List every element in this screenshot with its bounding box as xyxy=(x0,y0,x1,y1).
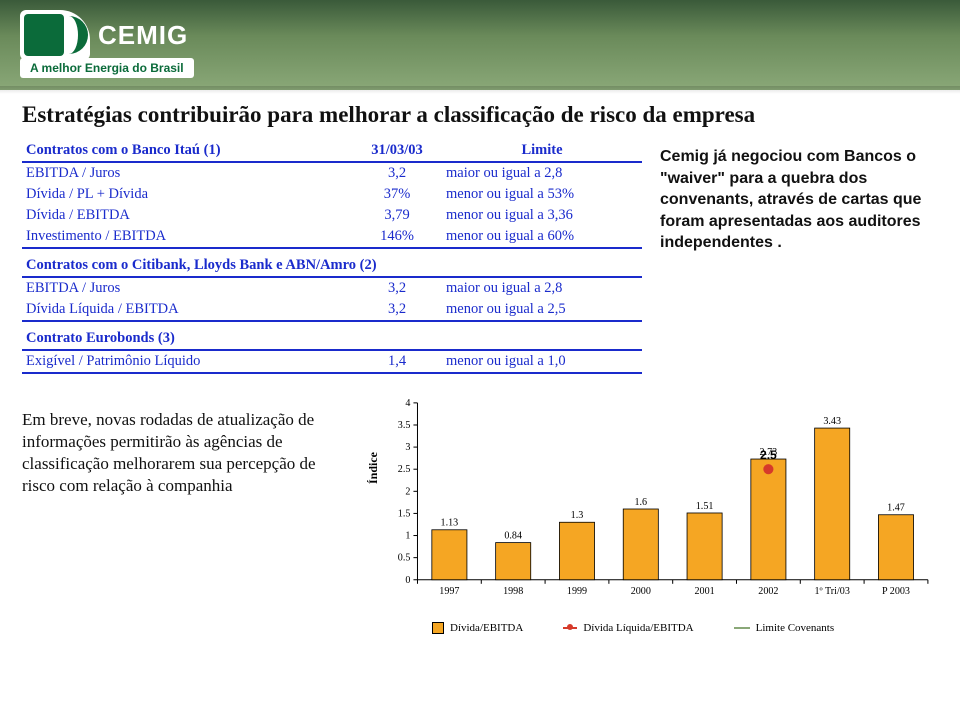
svg-text:1.47: 1.47 xyxy=(887,503,905,514)
legend-line1-label: Dívida Líquida/EBITDA xyxy=(583,622,693,634)
t2-h-name: Contratos com o Citibank, Lloyds Bank e … xyxy=(22,255,642,277)
svg-text:1.6: 1.6 xyxy=(634,497,647,508)
svg-text:1999: 1999 xyxy=(567,586,587,597)
t1-h-name: Contratos com o Banco Itaú (1) xyxy=(22,140,352,162)
bar-swatch-icon xyxy=(432,622,444,634)
cell-cond: menor ou igual a 2,5 xyxy=(442,299,642,321)
svg-text:1997: 1997 xyxy=(439,586,459,597)
svg-text:2.5: 2.5 xyxy=(760,448,777,462)
cell-cond: menor ou igual a 3,36 xyxy=(442,205,642,226)
svg-text:1998: 1998 xyxy=(503,586,523,597)
waiver-note: Cemig já negociou com Bancos o "waiver" … xyxy=(660,140,938,380)
lower-row: Em breve, novas rodadas de atualização d… xyxy=(22,384,938,634)
legend-line1: Dívida Líquida/EBITDA xyxy=(563,622,693,634)
svg-text:1: 1 xyxy=(405,531,410,542)
table-eurobonds: Contrato Eurobonds (3) Exigível / Patrim… xyxy=(22,328,642,374)
cell-label: Dívida / EBITDA xyxy=(22,205,352,226)
cell-cond: maior ou igual a 2,8 xyxy=(442,277,642,299)
svg-text:2000: 2000 xyxy=(631,586,651,597)
cell-value: 146% xyxy=(352,226,442,248)
cell-label: EBITDA / Juros xyxy=(22,162,352,184)
y-axis-label: Índice xyxy=(366,452,381,484)
svg-text:2: 2 xyxy=(405,486,410,497)
logo-mark xyxy=(20,10,90,60)
cell-value: 1,4 xyxy=(352,350,442,373)
legend-bar-label: Dívida/EBITDA xyxy=(450,622,523,634)
covenant-tables: Contratos com o Banco Itaú (1) 31/03/03 … xyxy=(22,140,642,380)
cell-value: 3,2 xyxy=(352,162,442,184)
table-row: EBITDA / Juros 3,2 maior ou igual a 2,8 xyxy=(22,162,642,184)
legend-line2: Limite Covenants xyxy=(734,622,835,634)
logo-text: CEMIG xyxy=(98,20,188,51)
tagline: A melhor Energia do Brasil xyxy=(20,58,194,78)
cell-cond: menor ou igual a 53% xyxy=(442,184,642,205)
table-row: Dívida Líquida / EBITDA 3,2 menor ou igu… xyxy=(22,299,642,321)
cell-label: Dívida Líquida / EBITDA xyxy=(22,299,352,321)
svg-text:1.3: 1.3 xyxy=(571,510,584,521)
marker-swatch-icon xyxy=(563,623,577,633)
cell-cond: menor ou igual a 1,0 xyxy=(442,350,642,373)
table-row: Exigível / Patrimônio Líquido 1,4 menor … xyxy=(22,350,642,373)
svg-text:3.43: 3.43 xyxy=(823,416,841,427)
cell-value: 37% xyxy=(352,184,442,205)
svg-text:0.84: 0.84 xyxy=(504,531,522,542)
table-citibank: Contratos com o Citibank, Lloyds Bank e … xyxy=(22,255,642,322)
svg-text:2002: 2002 xyxy=(758,586,778,597)
svg-text:2001: 2001 xyxy=(694,586,714,597)
svg-text:3.5: 3.5 xyxy=(398,420,411,431)
legend-line2-label: Limite Covenants xyxy=(756,622,835,634)
table-row: Dívida / PL + Dívida 37% menor ou igual … xyxy=(22,184,642,205)
cell-value: 3,2 xyxy=(352,277,442,299)
svg-text:0.5: 0.5 xyxy=(398,553,411,564)
svg-text:2.5: 2.5 xyxy=(398,464,411,475)
page-title: Estratégias contribuirão para melhorar a… xyxy=(22,102,938,128)
svg-text:1.5: 1.5 xyxy=(398,508,411,519)
table-row: Dívida / EBITDA 3,79 menor ou igual a 3,… xyxy=(22,205,642,226)
logo: CEMIG xyxy=(20,10,188,60)
cell-cond: maior ou igual a 2,8 xyxy=(442,162,642,184)
content-region: Estratégias contribuirão para melhorar a… xyxy=(0,90,960,634)
cell-cond: menor ou igual a 60% xyxy=(442,226,642,248)
svg-text:P 2003: P 2003 xyxy=(882,586,910,597)
cell-value: 3,79 xyxy=(352,205,442,226)
header-banner: CEMIG A melhor Energia do Brasil xyxy=(0,0,960,90)
agency-paragraph: Em breve, novas rodadas de atualização d… xyxy=(22,384,352,634)
table-itau: Contratos com o Banco Itaú (1) 31/03/03 … xyxy=(22,140,642,249)
svg-text:4: 4 xyxy=(405,398,410,409)
legend-bar: Dívida/EBITDA xyxy=(432,622,523,634)
svg-text:1.51: 1.51 xyxy=(696,501,714,512)
svg-text:1.13: 1.13 xyxy=(441,518,459,529)
cell-label: Dívida / PL + Dívida xyxy=(22,184,352,205)
cell-label: Exigível / Patrimônio Líquido xyxy=(22,350,352,373)
chart-legend: Dívida/EBITDA Dívida Líquida/EBITDA Limi… xyxy=(432,622,834,634)
t1-h-limit: Limite xyxy=(442,140,642,162)
ratio-chart: Índice 00.511.522.533.541.1319970.841998… xyxy=(372,384,938,634)
table-row: Investimento / EBITDA 146% menor ou igua… xyxy=(22,226,642,248)
t1-h-date: 31/03/03 xyxy=(352,140,442,162)
line-swatch-icon xyxy=(734,627,750,629)
cell-label: EBITDA / Juros xyxy=(22,277,352,299)
upper-row: Contratos com o Banco Itaú (1) 31/03/03 … xyxy=(22,140,938,380)
cell-value: 3,2 xyxy=(352,299,442,321)
table-row: EBITDA / Juros 3,2 maior ou igual a 2,8 xyxy=(22,277,642,299)
chart-svg: 0 0.5 1 1.5 2 2.5 3 3.5 4 1.13 1997 0.84 1998 1.3 1999… xyxy=(372,384,938,634)
svg-text:1º Tri/03: 1º Tri/03 xyxy=(814,586,849,597)
cell-label: Investimento / EBITDA xyxy=(22,226,352,248)
t3-h-name: Contrato Eurobonds (3) xyxy=(22,328,642,350)
svg-text:0: 0 xyxy=(405,575,410,586)
svg-text:3: 3 xyxy=(405,442,410,453)
